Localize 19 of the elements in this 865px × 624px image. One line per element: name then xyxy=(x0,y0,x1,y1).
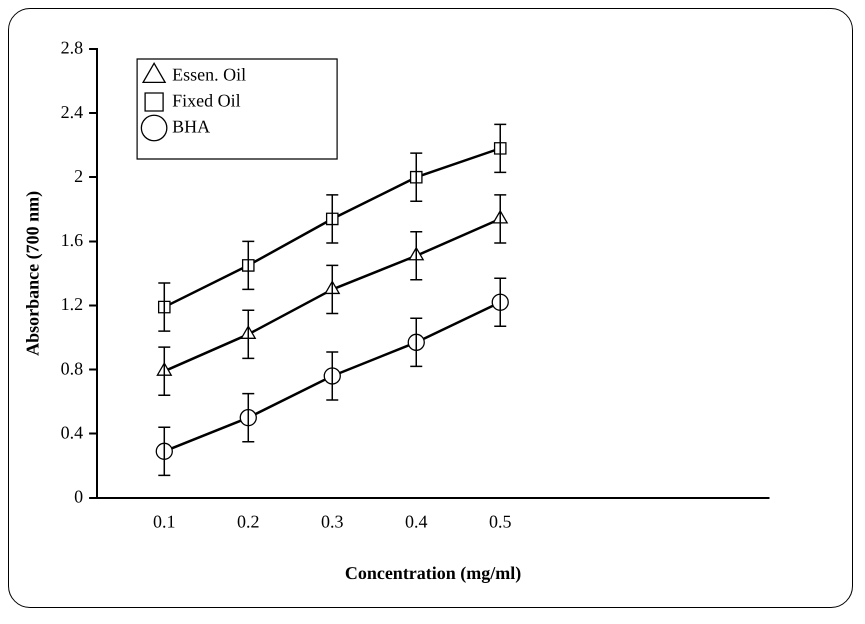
legend-label: Fixed Oil xyxy=(172,90,241,111)
y-tick-label: 0 xyxy=(74,486,84,507)
x-axis-title: Concentration (mg/ml) xyxy=(344,562,522,583)
x-tick-label: 0.3 xyxy=(321,511,344,532)
rounded-frame: Concentration (mg/ml) Absorbance (700 nm) Essen. Oil Fixed Oil BHA 0.1 0.2 0.3 0.4 0.5 0 0.4 0.8 1.2 1.6 2 2.4 2.8 xyxy=(8,8,853,608)
legend-label: Essen. Oil xyxy=(172,64,246,85)
y-tick-label: 1.2 xyxy=(60,294,84,314)
y-tick-label: 0.4 xyxy=(60,422,84,442)
y-tick-label: 0.8 xyxy=(60,358,84,378)
y-tick-label: 2.4 xyxy=(60,102,84,122)
x-tick-label: 0.4 xyxy=(405,511,428,532)
y-tick-label: 2.8 xyxy=(60,38,84,58)
legend-label: BHA xyxy=(172,116,210,137)
y-axis-title: Absorbance (700 nm) xyxy=(22,190,42,356)
x-tick-label: 0.1 xyxy=(153,511,176,532)
y-tick-label: 1.6 xyxy=(60,230,84,250)
x-tick-label: 0.2 xyxy=(237,511,260,532)
y-tick-label: 2 xyxy=(74,166,84,186)
x-tick-label: 0.5 xyxy=(488,511,512,532)
